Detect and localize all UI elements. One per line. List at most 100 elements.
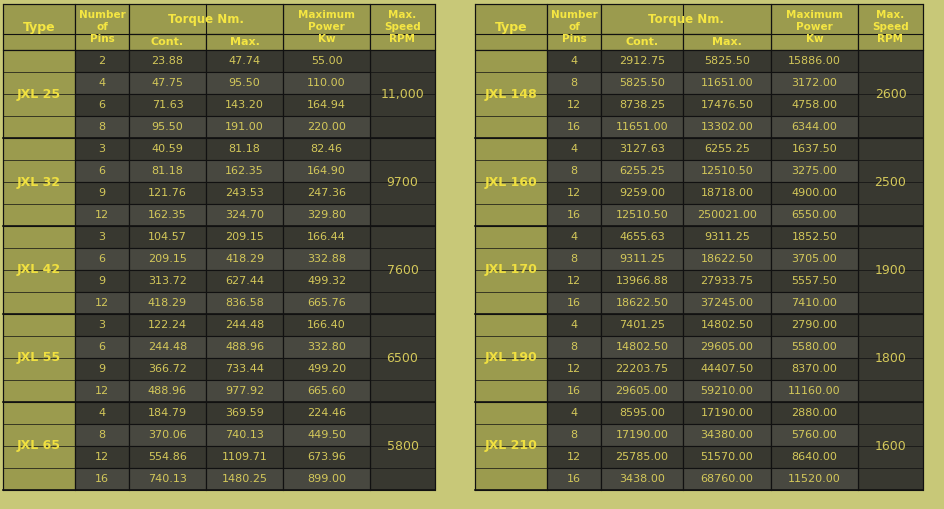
Bar: [3, 226, 75, 314]
Text: 17476.50: 17476.50: [700, 100, 752, 110]
Text: 627.44: 627.44: [225, 276, 263, 286]
Text: 34380.00: 34380.00: [700, 430, 752, 440]
Text: 95.50: 95.50: [228, 78, 261, 88]
Text: 332.88: 332.88: [307, 254, 346, 264]
Bar: [75, 336, 129, 358]
Bar: [206, 402, 282, 424]
Text: 29605.00: 29605.00: [615, 386, 667, 396]
Bar: [75, 446, 129, 468]
Bar: [770, 424, 857, 446]
Text: 11651.00: 11651.00: [700, 78, 752, 88]
Bar: [683, 358, 770, 380]
Bar: [3, 4, 75, 50]
Text: 3438.00: 3438.00: [618, 474, 665, 484]
Bar: [206, 138, 282, 160]
Text: JXL 170: JXL 170: [484, 264, 537, 276]
Bar: [547, 336, 600, 358]
Bar: [282, 336, 370, 358]
Text: 6: 6: [98, 254, 106, 264]
Bar: [600, 336, 683, 358]
Bar: [600, 446, 683, 468]
Text: 12510.50: 12510.50: [615, 210, 667, 220]
Text: 11160.00: 11160.00: [787, 386, 840, 396]
Bar: [683, 50, 770, 72]
Text: 4655.63: 4655.63: [618, 232, 665, 242]
Text: 14802.50: 14802.50: [615, 342, 667, 352]
Text: 8595.00: 8595.00: [618, 408, 665, 418]
Bar: [129, 94, 206, 116]
Text: 16: 16: [566, 122, 581, 132]
Bar: [75, 204, 129, 226]
Text: 3: 3: [98, 320, 106, 330]
Text: 366.72: 366.72: [148, 364, 187, 374]
Bar: [3, 402, 75, 490]
Bar: [600, 116, 683, 138]
Bar: [282, 270, 370, 292]
Text: JXL 190: JXL 190: [484, 352, 537, 364]
Text: 8: 8: [570, 342, 577, 352]
Text: 554.86: 554.86: [148, 452, 187, 462]
Bar: [75, 50, 129, 72]
Bar: [770, 138, 857, 160]
Bar: [282, 94, 370, 116]
Text: Type: Type: [494, 20, 527, 34]
Bar: [129, 182, 206, 204]
Bar: [770, 446, 857, 468]
Text: 15886.00: 15886.00: [787, 56, 840, 66]
Bar: [600, 4, 770, 34]
Text: 191.00: 191.00: [225, 122, 263, 132]
Text: 899.00: 899.00: [307, 474, 346, 484]
Text: 12: 12: [94, 298, 109, 308]
Text: 5557.50: 5557.50: [791, 276, 836, 286]
Bar: [129, 4, 282, 34]
Bar: [129, 292, 206, 314]
Bar: [600, 358, 683, 380]
Text: 665.60: 665.60: [307, 386, 346, 396]
Bar: [370, 314, 434, 402]
Bar: [282, 72, 370, 94]
Bar: [547, 50, 600, 72]
Bar: [547, 116, 600, 138]
Bar: [206, 468, 282, 490]
Text: 2600: 2600: [874, 88, 905, 100]
Bar: [600, 160, 683, 182]
Text: 12: 12: [566, 276, 581, 286]
Bar: [547, 468, 600, 490]
Bar: [600, 314, 683, 336]
Text: 8370.00: 8370.00: [791, 364, 836, 374]
Text: 122.24: 122.24: [148, 320, 187, 330]
Bar: [282, 402, 370, 424]
Bar: [547, 270, 600, 292]
Bar: [282, 380, 370, 402]
Bar: [370, 4, 434, 50]
Text: 81.18: 81.18: [228, 144, 261, 154]
Bar: [75, 138, 129, 160]
Bar: [206, 424, 282, 446]
Text: 5760.00: 5760.00: [791, 430, 836, 440]
Bar: [75, 468, 129, 490]
Text: 14802.50: 14802.50: [700, 320, 752, 330]
Text: 4: 4: [570, 56, 577, 66]
Text: 2912.75: 2912.75: [618, 56, 665, 66]
Bar: [770, 336, 857, 358]
Text: JXL 148: JXL 148: [484, 88, 537, 100]
Bar: [475, 50, 547, 138]
Text: 8: 8: [98, 122, 106, 132]
Text: 247.36: 247.36: [307, 188, 346, 198]
Text: 18718.00: 18718.00: [700, 188, 752, 198]
Text: 17190.00: 17190.00: [700, 408, 752, 418]
Bar: [3, 138, 75, 226]
Text: 5825.50: 5825.50: [618, 78, 665, 88]
Text: 162.35: 162.35: [225, 166, 263, 176]
Bar: [683, 248, 770, 270]
Text: 13302.00: 13302.00: [700, 122, 752, 132]
Bar: [129, 138, 206, 160]
Bar: [475, 314, 547, 402]
Text: 4900.00: 4900.00: [791, 188, 836, 198]
Text: 40.59: 40.59: [151, 144, 183, 154]
Text: 1900: 1900: [874, 264, 905, 276]
Bar: [857, 314, 922, 402]
Text: JXL 25: JXL 25: [17, 88, 61, 100]
Bar: [75, 248, 129, 270]
Text: 1800: 1800: [873, 352, 905, 364]
